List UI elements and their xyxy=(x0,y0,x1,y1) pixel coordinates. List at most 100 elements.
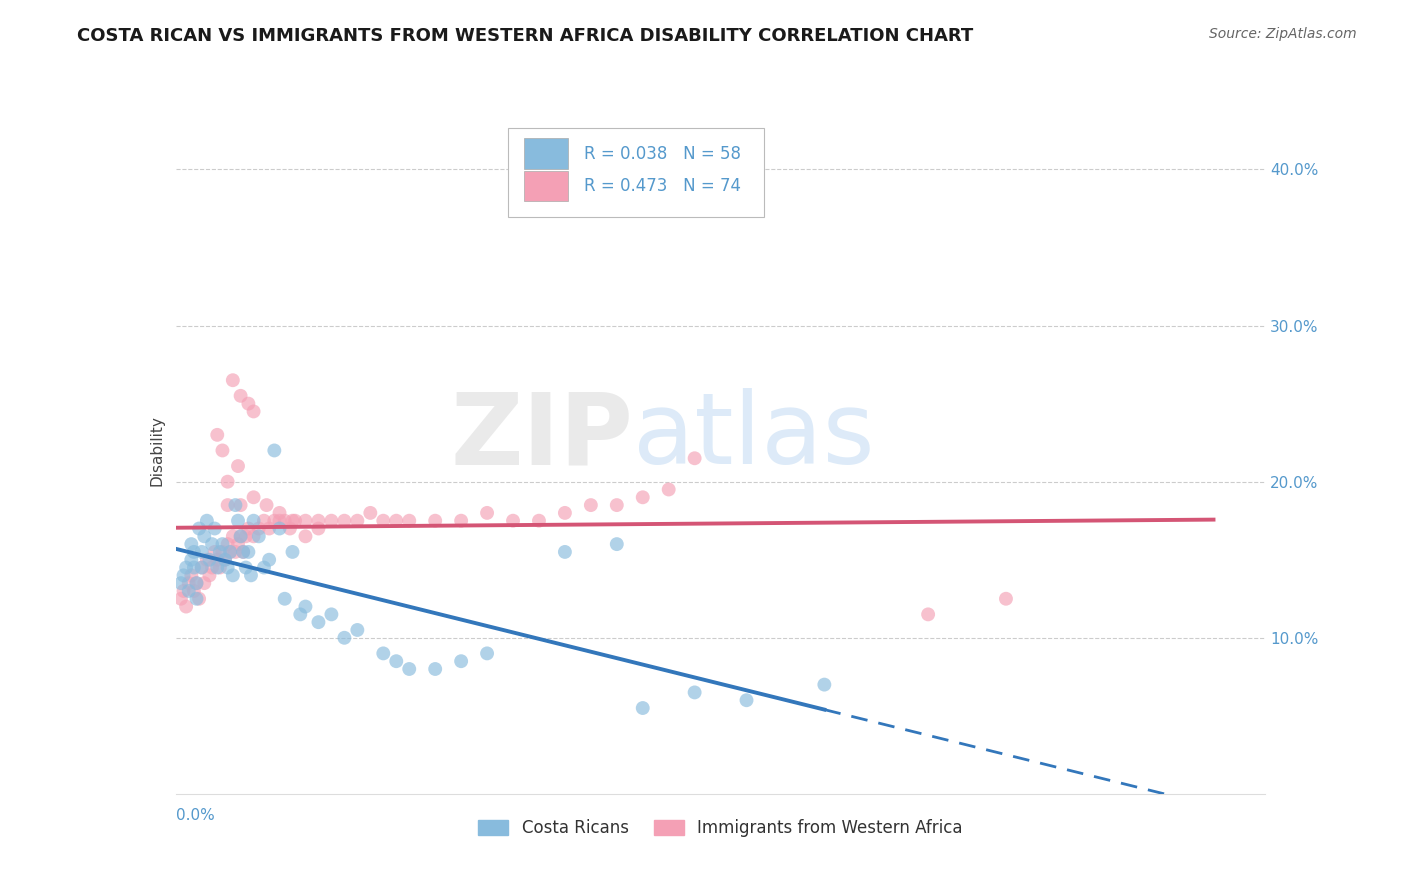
Point xyxy=(257,552,280,567)
Point xyxy=(186,576,208,591)
Text: Source: ZipAtlas.com: Source: ZipAtlas.com xyxy=(1209,27,1357,41)
FancyBboxPatch shape xyxy=(524,138,568,169)
Point xyxy=(211,545,233,559)
Point xyxy=(294,599,316,614)
Legend: Costa Ricans, Immigrants from Western Africa: Costa Ricans, Immigrants from Western Af… xyxy=(472,813,969,844)
Point xyxy=(294,529,316,543)
Point xyxy=(735,693,758,707)
Point xyxy=(269,514,291,528)
Point xyxy=(238,396,260,410)
Point xyxy=(211,537,233,551)
Point xyxy=(238,521,260,535)
Point xyxy=(307,615,329,630)
Point xyxy=(214,552,236,567)
Point xyxy=(195,514,218,528)
Point xyxy=(204,521,226,535)
Point xyxy=(174,599,197,614)
Point xyxy=(193,576,215,591)
Point xyxy=(281,514,304,528)
Y-axis label: Disability: Disability xyxy=(149,415,165,486)
Point xyxy=(186,591,208,606)
Point xyxy=(475,646,498,660)
Point xyxy=(247,521,270,535)
Point xyxy=(242,529,264,543)
Point xyxy=(269,521,291,535)
Point xyxy=(425,662,447,676)
Point xyxy=(606,537,628,551)
Point xyxy=(219,545,242,559)
Point xyxy=(229,529,252,543)
Point xyxy=(346,514,368,528)
Point xyxy=(188,521,211,535)
Point xyxy=(242,404,264,418)
Point xyxy=(253,514,276,528)
Point xyxy=(232,545,254,559)
Point xyxy=(294,514,316,528)
Point xyxy=(606,498,628,512)
Point xyxy=(333,514,356,528)
Point xyxy=(226,537,249,551)
Point xyxy=(290,607,312,622)
Point xyxy=(554,506,576,520)
Point xyxy=(217,498,239,512)
Point xyxy=(579,498,602,512)
Point xyxy=(235,529,257,543)
Point xyxy=(253,560,276,574)
Point xyxy=(235,560,257,574)
Point xyxy=(278,521,301,535)
Point xyxy=(207,560,229,574)
Point xyxy=(502,514,524,528)
Point xyxy=(229,389,252,403)
Point xyxy=(284,514,307,528)
Point xyxy=(263,514,285,528)
Point xyxy=(190,560,212,574)
Point xyxy=(183,545,205,559)
Point xyxy=(425,514,447,528)
Point xyxy=(174,560,197,574)
Point xyxy=(190,545,212,559)
Point xyxy=(198,552,221,567)
Point xyxy=(214,552,236,567)
Point xyxy=(208,560,231,574)
Point xyxy=(198,568,221,582)
Point xyxy=(631,490,654,504)
Point xyxy=(554,545,576,559)
Point xyxy=(450,654,472,668)
Point xyxy=(281,545,304,559)
Point xyxy=(207,427,229,442)
Point xyxy=(207,552,229,567)
Point xyxy=(321,514,343,528)
Point xyxy=(475,506,498,520)
Text: R = 0.473   N = 74: R = 0.473 N = 74 xyxy=(585,177,741,195)
Point xyxy=(257,521,280,535)
FancyBboxPatch shape xyxy=(524,170,568,202)
Point xyxy=(527,514,550,528)
Point xyxy=(219,545,242,559)
Point xyxy=(173,568,195,582)
Point xyxy=(183,583,205,598)
Point xyxy=(373,514,395,528)
Text: R = 0.038   N = 58: R = 0.038 N = 58 xyxy=(585,145,741,162)
Point xyxy=(224,545,246,559)
Point xyxy=(269,506,291,520)
Point xyxy=(994,591,1017,606)
Point xyxy=(177,576,200,591)
Point xyxy=(201,537,224,551)
Point xyxy=(183,560,205,574)
Point xyxy=(658,483,681,497)
Point xyxy=(385,514,408,528)
Point xyxy=(274,591,297,606)
Point xyxy=(274,514,297,528)
Point xyxy=(170,591,193,606)
Point xyxy=(217,560,239,574)
Point xyxy=(683,451,706,466)
Point xyxy=(333,631,356,645)
Point xyxy=(224,498,246,512)
Point xyxy=(188,591,211,606)
Point xyxy=(217,537,239,551)
Text: 0.0%: 0.0% xyxy=(176,807,215,822)
Text: ZIP: ZIP xyxy=(450,388,633,485)
Point xyxy=(201,560,224,574)
Text: atlas: atlas xyxy=(633,388,875,485)
Point xyxy=(307,514,329,528)
